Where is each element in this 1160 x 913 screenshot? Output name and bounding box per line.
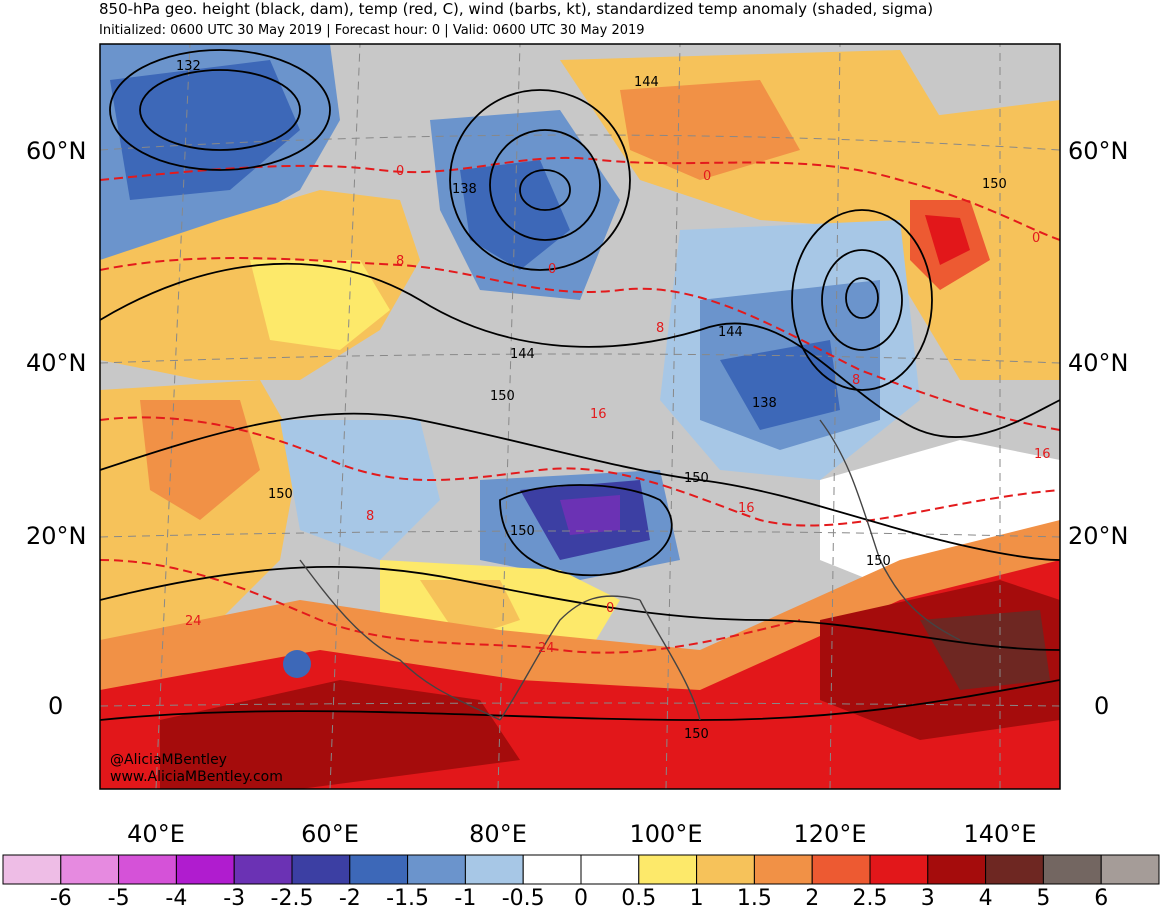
- colorbar-tick-label: 2: [805, 886, 820, 911]
- colorbar-tick-label: -3: [223, 886, 246, 911]
- colorbar-tick-label: -4: [165, 886, 188, 911]
- map-frame: [99, 43, 1061, 790]
- temp-label: 16: [738, 501, 755, 516]
- height-label: 150: [268, 487, 293, 502]
- colorbar-tick-label: -0.5: [501, 886, 545, 911]
- height-label: 150: [684, 727, 709, 742]
- lat-label-40n-right: 40°N: [1068, 349, 1129, 377]
- colorbar-tick-label: 2.5: [852, 886, 888, 911]
- colorbar-swatch: [696, 854, 755, 885]
- height-labels: 132 144 138 150 144 150 144 138 150 150 …: [176, 59, 1007, 742]
- colorbar-tick-label: 1: [689, 886, 704, 911]
- height-label: 138: [452, 182, 477, 197]
- colorbar-swatch: [522, 854, 582, 885]
- height-label: 150: [866, 554, 891, 569]
- anomaly-shading: [100, 44, 1060, 789]
- temp-label: 0: [703, 169, 711, 184]
- colorbar-swatch: [1100, 854, 1160, 885]
- colorbar-swatch: [580, 854, 640, 885]
- height-label: 150: [510, 524, 535, 539]
- colorbar-swatch: [811, 854, 871, 885]
- temp-label: 0: [548, 262, 556, 277]
- temp-label: 16: [590, 407, 607, 422]
- colorbar-swatch: [464, 854, 524, 885]
- lon-label-40e: 40°E: [127, 820, 185, 848]
- temperature-labels: 0 8 0 0 8 16 16 24 8 16 0 24 0 8: [185, 164, 1051, 656]
- temp-label: 0: [606, 601, 614, 616]
- colorbar-tick-label: 0: [574, 886, 588, 911]
- height-contours: [100, 49, 1060, 721]
- colorbar-tick-label: -2.5: [270, 886, 314, 911]
- lon-label-120e: 120°E: [793, 820, 867, 848]
- colorbar-tick-label: -6: [49, 886, 72, 911]
- colorbar-swatch: [60, 854, 120, 885]
- temp-label: 24: [185, 614, 202, 629]
- lat-label-0-right: 0: [1094, 692, 1110, 720]
- map-panel: 132 144 138 150 144 150 144 138 150 150 …: [100, 44, 1060, 789]
- colorbar-tick-label: 4: [978, 886, 993, 911]
- colorbar-swatch: [118, 854, 177, 885]
- lat-label-60n-right: 60°N: [1068, 137, 1129, 165]
- lon-label-140e: 140°E: [963, 820, 1037, 848]
- map-subtitle: Initialized: 0600 UTC 30 May 2019 | Fore…: [99, 23, 645, 38]
- height-label: 150: [684, 471, 709, 486]
- colorbar-tick-label: -5: [107, 886, 130, 911]
- colorbar-tick-label: 0.5: [621, 886, 657, 911]
- height-label: 132: [176, 59, 201, 74]
- temp-label: 24: [538, 641, 555, 656]
- colorbar-swatch: [175, 854, 235, 885]
- colorbar-swatch: [1042, 854, 1102, 885]
- colorbar-tick-label: 6: [1094, 886, 1109, 911]
- colorbar-swatch: [233, 854, 293, 885]
- temp-label: 16: [1034, 447, 1051, 462]
- lon-label-100e: 100°E: [629, 820, 703, 848]
- height-label: 144: [510, 347, 535, 362]
- lat-label-20n-left: 20°N: [26, 522, 87, 550]
- colorbar-swatch: [927, 854, 987, 885]
- temp-label: 8: [656, 321, 664, 336]
- colorbar-swatch: [753, 854, 813, 885]
- lon-label-80e: 80°E: [469, 820, 527, 848]
- colorbar-swatch: [407, 854, 466, 885]
- lon-label-60e: 60°E: [301, 820, 359, 848]
- colorbar-tick-label: 1.5: [736, 886, 772, 911]
- temp-label: 8: [396, 254, 404, 269]
- temp-label: 0: [1032, 231, 1040, 246]
- colorbar-swatch: [869, 854, 929, 885]
- colorbar: [2, 854, 1160, 885]
- coastlines: [299, 419, 961, 721]
- colorbar-tick-label: -2: [338, 886, 361, 911]
- watermark-handle: @AliciaMBentley: [110, 752, 227, 768]
- lat-label-20n-right: 20°N: [1068, 522, 1129, 550]
- lat-label-0-left: 0: [48, 692, 64, 720]
- lat-label-60n-left: 60°N: [26, 137, 87, 165]
- colorbar-swatch: [2, 854, 62, 885]
- height-label: 150: [490, 389, 515, 404]
- colorbar-tick-label: 5: [1036, 886, 1051, 911]
- temp-label: 0: [396, 164, 404, 179]
- height-label: 150: [982, 177, 1007, 192]
- height-label: 144: [718, 325, 743, 340]
- watermark-site: www.AliciaMBentley.com: [110, 769, 283, 785]
- temp-label: 8: [852, 373, 860, 388]
- temp-label: 8: [366, 509, 374, 524]
- height-label: 144: [634, 75, 659, 90]
- colorbar-swatch: [985, 854, 1044, 885]
- colorbar-tick-label: -1: [454, 886, 477, 911]
- lat-label-40n-left: 40°N: [26, 349, 87, 377]
- map-title: 850-hPa geo. height (black, dam), temp (…: [99, 0, 934, 18]
- colorbar-swatch: [291, 854, 351, 885]
- colorbar-swatch: [638, 854, 698, 885]
- height-label: 138: [752, 396, 777, 411]
- colorbar-tick-label: -1.5: [386, 886, 430, 911]
- colorbar-swatch: [349, 854, 409, 885]
- colorbar-tick-label: 3: [920, 886, 935, 911]
- temperature-contours: [100, 156, 1060, 654]
